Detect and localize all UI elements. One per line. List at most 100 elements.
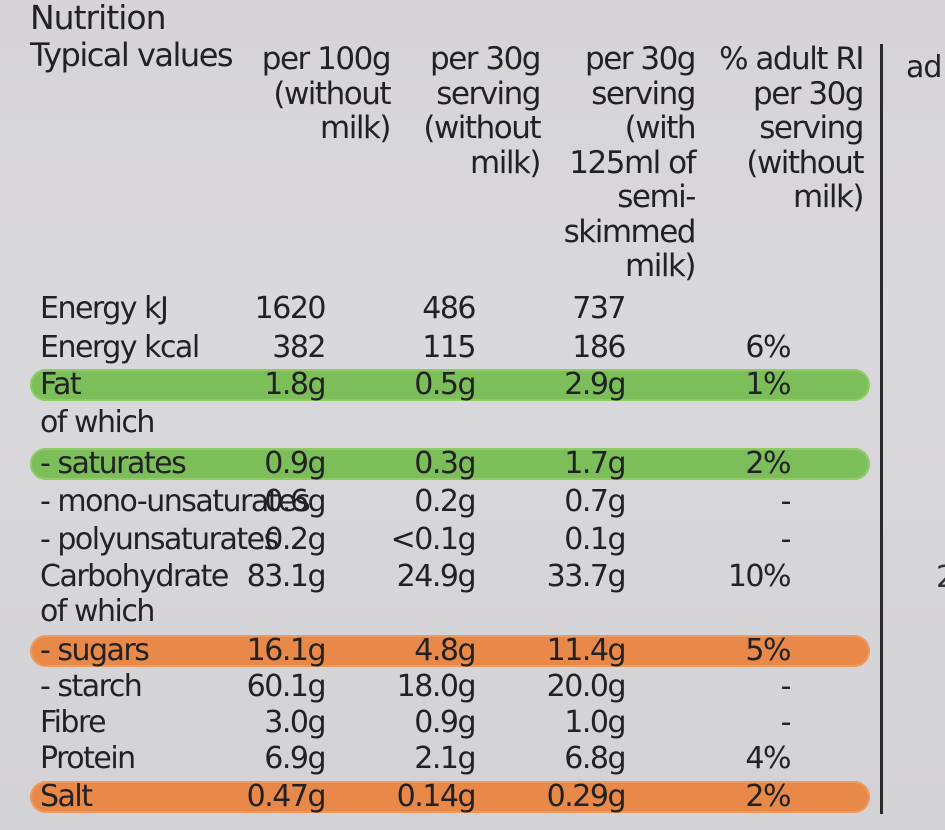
row-value-ri: 10% [727,559,792,594]
row-value-per-100g: 60.1g [246,669,327,704]
table-row: - starch 60.1g 18.0g 20.0g - [0,668,880,704]
col-header-line: milk) [320,110,391,146]
row-label: Salt [40,779,93,814]
col-header-line: per 30g [753,75,864,112]
row-value-ri: - [780,484,792,519]
row-value-per-30g: 0.2g [414,484,476,519]
col-header-line: % adult RI [719,41,864,77]
row-value-per-100g: 0.9g [264,446,326,481]
row-value-with-milk: 2.9g [564,367,626,402]
col-header-line: skimmed [563,213,697,250]
nutrition-title: Nutrition [30,0,166,37]
table-row: - polyunsaturates 0.2g <0.1g 0.1g - [0,521,880,557]
row-value-ri: - [780,705,792,740]
row-label: - starch [40,669,143,704]
orange-highlight-band [30,781,870,813]
green-highlight-band [30,369,870,401]
row-value-with-milk: 1.0g [564,705,626,740]
row-label: Protein [40,741,136,776]
row-value-per-30g: 115 [422,330,476,365]
col-header-line: milk) [470,144,541,181]
table-row-highlighted: Salt 0.47g 0.14g 0.29g 2% [0,778,880,814]
row-value-ri: 1% [745,367,791,402]
table-row: Protein 6.9g 2.1g 6.8g 4% [0,740,880,776]
row-value-with-milk: 33.7g [546,559,627,594]
row-value-per-100g: 6.9g [264,741,326,776]
adjacent-panel-glyph: 2 [936,560,945,595]
row-value-per-30g: 4.8g [414,633,476,668]
row-value-per-100g: 0.6g [264,484,326,519]
row-value-per-30g: 2.1g [414,741,476,776]
table-row: - mono-unsaturates 0.6g 0.2g 0.7g - [0,483,880,519]
adjacent-panel-text: ad [906,50,942,85]
row-label: - saturates [40,446,187,481]
col-header-line: (without [423,110,541,146]
col-header-line: serving [759,110,864,146]
row-label: - sugars [40,633,150,668]
row-value-per-100g: 16.1g [246,633,327,668]
table-row: of which [0,593,880,629]
row-value-ri: - [780,522,792,557]
table-row: of which [0,404,880,440]
col-header-line: (without [273,75,391,112]
green-highlight-band [30,448,870,480]
row-label: of which [40,405,155,440]
row-value-per-100g: 1620 [254,291,327,326]
table-row: Carbohydrate 83.1g 24.9g 33.7g 10% [0,558,880,594]
col-header-line: per 30g [430,41,541,77]
row-value-with-milk: 20.0g [546,669,627,704]
row-label: - mono-unsaturates [40,484,311,519]
col-header-per-30g: per 30g serving (without milk) [423,41,541,181]
col-header-per-30g-with-milk: per 30g serving (with 125ml of semi- ski… [563,41,697,284]
table-row: Energy kJ 1620 486 737 [0,290,880,326]
table-row-highlighted: - sugars 16.1g 4.8g 11.4g 5% [0,632,880,668]
col-header-adult-ri: % adult RI per 30g serving (without milk… [719,41,864,215]
row-value-per-30g: 0.3g [414,446,476,481]
row-value-per-100g: 83.1g [246,559,327,594]
row-label: Carbohydrate [40,559,229,594]
row-value-per-100g: 382 [272,330,326,365]
col-header-line: (without [746,144,864,181]
row-label: - polyunsaturates [40,522,279,557]
row-value-ri: 4% [745,741,791,776]
col-header-line: semi- [617,179,696,215]
row-value-per-100g: 0.47g [246,779,327,814]
row-value-per-30g: 0.14g [396,779,477,814]
table-row: Fibre 3.0g 0.9g 1.0g - [0,704,880,740]
row-value-ri: 5% [745,633,791,668]
col-header-line: serving [591,75,696,112]
row-value-ri: 2% [745,779,791,814]
row-value-with-milk: 0.1g [564,522,626,557]
table-row: Energy kcal 382 115 186 6% [0,329,880,365]
row-value-per-30g: 0.5g [414,367,476,402]
row-value-ri: 2% [745,446,791,481]
col-header-line: per 100g [261,41,392,77]
col-header-line: per 30g [585,41,696,77]
row-value-ri: - [780,669,792,704]
row-label: Energy kJ [40,291,169,326]
table-row-highlighted: - saturates 0.9g 0.3g 1.7g 2% [0,445,880,481]
row-value-per-30g: 486 [422,291,476,326]
row-value-with-milk: 186 [572,330,626,365]
row-value-with-milk: 737 [572,291,626,326]
row-value-with-milk: 11.4g [546,633,627,668]
row-value-with-milk: 6.8g [564,741,626,776]
col-header-line: (with [624,110,697,146]
row-value-per-100g: 3.0g [264,705,326,740]
row-label: of which [40,594,155,629]
col-header-per-100g: per 100g (without milk) [261,41,392,146]
row-value-with-milk: 0.7g [564,484,626,519]
row-value-per-30g: 18.0g [396,669,477,704]
orange-highlight-band [30,635,870,667]
col-header-line: milk) [625,248,696,284]
column-divider [880,44,883,814]
row-label: Energy kcal [40,330,200,365]
row-value-per-30g: <0.1g [390,522,477,557]
row-label: Fat [40,367,82,402]
row-value-with-milk: 0.29g [546,779,627,814]
col-header-line: 125ml of [569,144,696,181]
row-value-with-milk: 1.7g [564,446,626,481]
typical-values-header: Typical values [30,36,234,74]
row-value-per-100g: 0.2g [264,522,326,557]
